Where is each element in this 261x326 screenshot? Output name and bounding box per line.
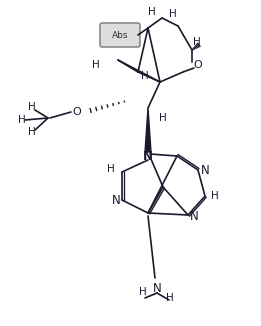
- Text: H: H: [92, 60, 100, 70]
- Text: H: H: [139, 287, 147, 297]
- Text: N: N: [112, 194, 120, 206]
- Text: H: H: [107, 164, 115, 174]
- Text: H: H: [211, 191, 219, 201]
- Text: N: N: [201, 164, 209, 176]
- Text: O: O: [194, 60, 202, 70]
- Text: H: H: [159, 113, 167, 123]
- Text: N: N: [153, 281, 161, 294]
- Text: H: H: [193, 37, 201, 47]
- Text: H: H: [141, 71, 149, 81]
- Text: H: H: [166, 293, 174, 303]
- Text: H: H: [28, 127, 36, 137]
- Text: H: H: [169, 9, 177, 19]
- Text: Abs: Abs: [112, 31, 128, 39]
- Text: H: H: [18, 115, 26, 125]
- Text: O: O: [73, 107, 81, 117]
- FancyBboxPatch shape: [100, 23, 140, 47]
- Text: N: N: [190, 211, 198, 224]
- Text: H: H: [28, 102, 36, 112]
- Text: H: H: [148, 7, 156, 17]
- Text: N: N: [143, 150, 153, 162]
- Polygon shape: [145, 108, 151, 152]
